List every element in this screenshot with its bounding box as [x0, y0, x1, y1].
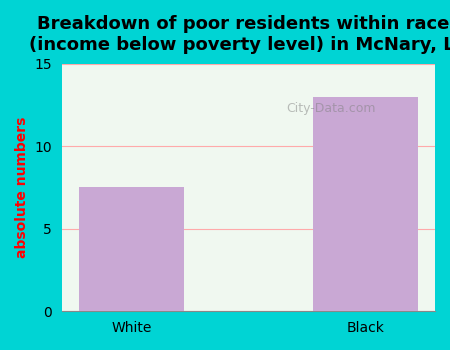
Text: City-Data.com: City-Data.com — [286, 102, 375, 115]
Bar — [313, 97, 418, 311]
Title: Breakdown of poor residents within races
(income below poverty level) in McNary,: Breakdown of poor residents within races… — [29, 15, 450, 54]
Bar — [79, 188, 184, 311]
Y-axis label: absolute numbers: absolute numbers — [15, 117, 29, 258]
